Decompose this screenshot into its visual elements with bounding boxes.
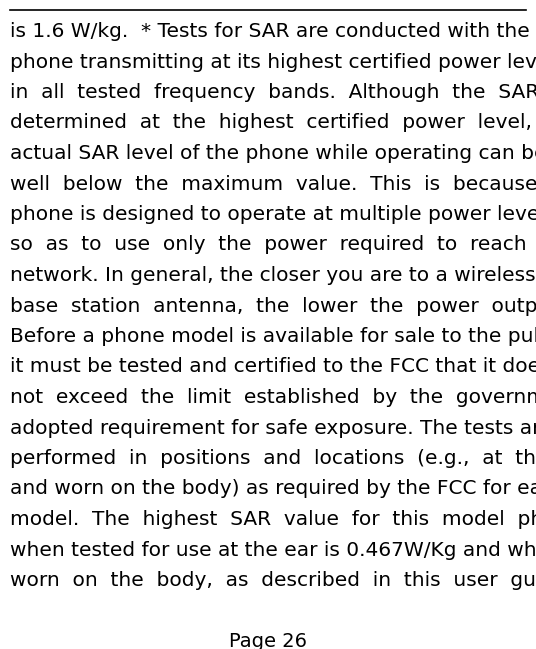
Text: determined  at  the  highest  certified  power  level,  the: determined at the highest certified powe… [10,114,536,132]
Text: not  exceed  the  limit  established  by  the  government: not exceed the limit established by the … [10,388,536,407]
Text: network. In general, the closer you are to a wireless: network. In general, the closer you are … [10,266,535,285]
Text: worn  on  the  body,  as  described  in  this  user  guide,  is: worn on the body, as described in this u… [10,571,536,590]
Text: when tested for use at the ear is 0.467W/Kg and when: when tested for use at the ear is 0.467W… [10,541,536,559]
Text: adopted requirement for safe exposure. The tests are: adopted requirement for safe exposure. T… [10,419,536,437]
Text: phone transmitting at its highest certified power level: phone transmitting at its highest certif… [10,53,536,71]
Text: Page 26: Page 26 [229,632,307,649]
Text: base  station  antenna,  the  lower  the  power  output.: base station antenna, the lower the powe… [10,297,536,315]
Text: performed  in  positions  and  locations  (e.g.,  at  the  ear: performed in positions and locations (e.… [10,449,536,468]
Text: so  as  to  use  only  the  power  required  to  reach  the: so as to use only the power required to … [10,236,536,254]
Text: model.  The  highest  SAR  value  for  this  model  phone: model. The highest SAR value for this mo… [10,510,536,529]
Text: actual SAR level of the phone while operating can be: actual SAR level of the phone while oper… [10,144,536,163]
Text: it must be tested and certified to the FCC that it does: it must be tested and certified to the F… [10,358,536,376]
Text: phone is designed to operate at multiple power levels: phone is designed to operate at multiple… [10,205,536,224]
Text: in  all  tested  frequency  bands.  Although  the  SAR  is: in all tested frequency bands. Although … [10,83,536,102]
Text: well  below  the  maximum  value.  This  is  because  the: well below the maximum value. This is be… [10,175,536,193]
Text: and worn on the body) as required by the FCC for each: and worn on the body) as required by the… [10,480,536,498]
Text: Before a phone model is available for sale to the public,: Before a phone model is available for sa… [10,327,536,346]
Text: is 1.6 W/kg.  * Tests for SAR are conducted with the: is 1.6 W/kg. * Tests for SAR are conduct… [10,22,530,41]
